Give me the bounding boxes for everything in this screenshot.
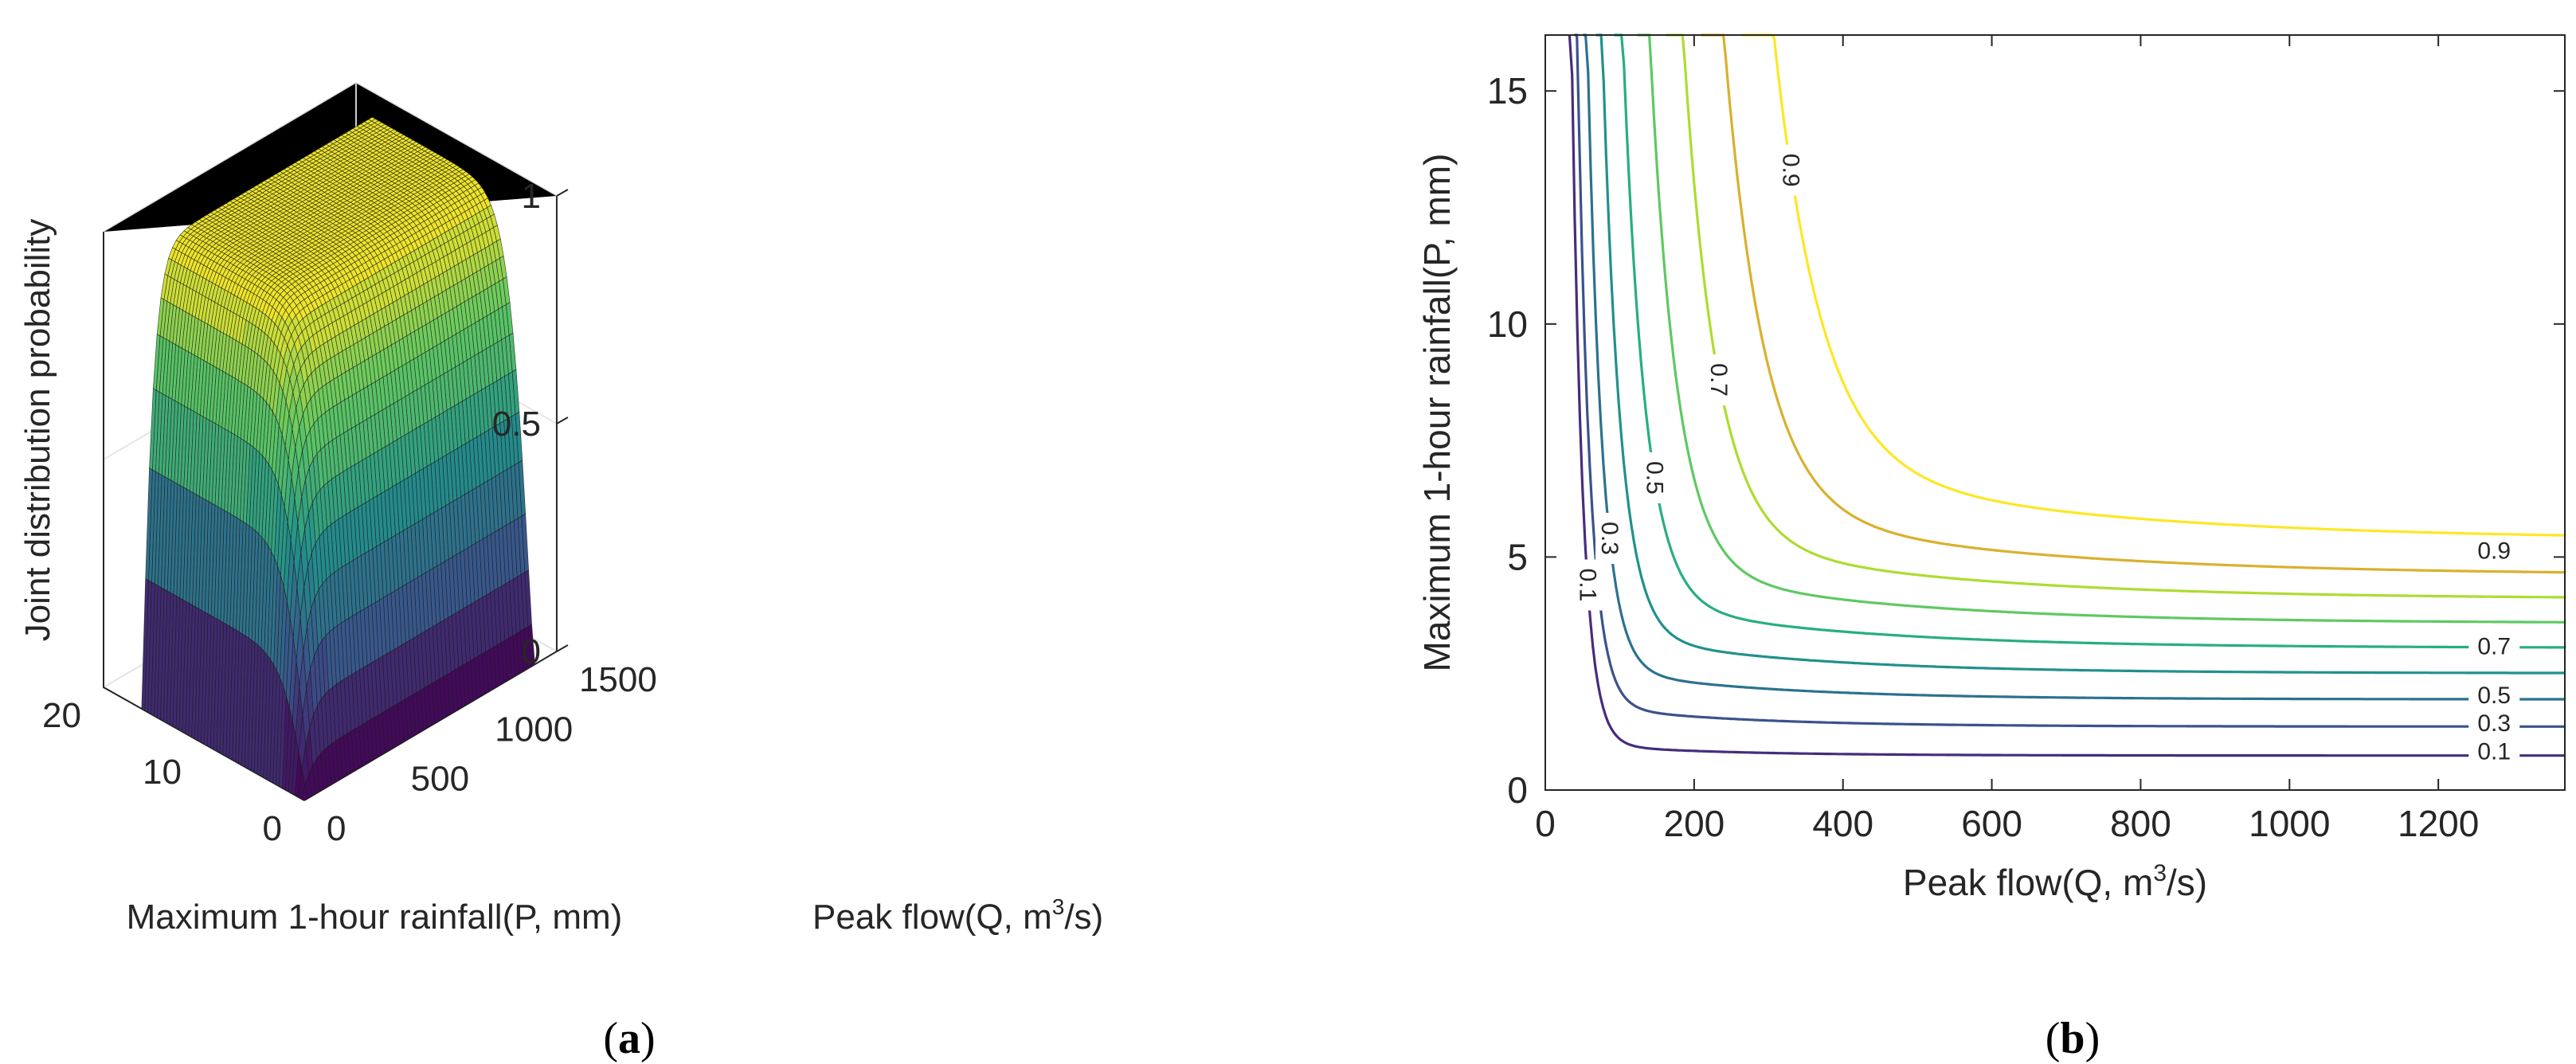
contour-line — [1741, 33, 2566, 537]
contour-label-bg — [2468, 736, 2520, 765]
contour-lines — [1568, 33, 2566, 757]
y-axis-label-sup: 3 — [1052, 894, 1065, 919]
contour-x-axis-label-main: Peak flow(Q, m — [1903, 862, 2153, 903]
x-tick-label: 0 — [263, 809, 282, 848]
z-tick-label: 0 — [521, 632, 540, 671]
contour-y-tick-label: 5 — [1507, 536, 1528, 577]
contour-line — [1568, 34, 2565, 757]
joint-probability-surface — [141, 116, 535, 801]
x-axis-label: Maximum 1-hour rainfall(P, mm) — [127, 898, 623, 937]
contour-y-tick-label: 10 — [1487, 303, 1528, 345]
contour-line — [1595, 33, 2566, 675]
z-axis-label: Joint distribution probability — [18, 219, 57, 642]
contour-label-bg — [2468, 680, 2520, 710]
contour-x-tick-label: 1200 — [2398, 803, 2479, 844]
panel-label-b-close: ) — [2085, 1014, 2100, 1063]
panel-label-a-open: ( — [603, 1014, 618, 1063]
contour-label: 0.3 — [2477, 710, 2511, 737]
contour-line — [1701, 33, 2566, 574]
contour-x-axis-label: Peak flow(Q, m3/s) — [1903, 860, 2207, 903]
panel-label-b: (b) — [2046, 1014, 2100, 1063]
contour-line — [1583, 33, 2565, 701]
contour-label-bg — [1776, 144, 1806, 196]
surface-patch — [300, 784, 309, 801]
panel-label-a: (a) — [603, 1014, 655, 1063]
contour-line — [1666, 33, 2566, 599]
contour-label: 0.7 — [1705, 363, 1732, 397]
contour-x-tick-label: 800 — [2110, 803, 2171, 844]
contour-label: 0.5 — [2477, 683, 2511, 709]
contour-plot-area — [1545, 35, 2565, 790]
contour-y-tick-label: 0 — [1507, 769, 1528, 811]
y-tick-label: 1500 — [579, 660, 657, 699]
x-tick-label: 20 — [42, 696, 81, 735]
y-axis-label: Peak flow(Q, m3/s) — [812, 894, 1103, 937]
contour-label: 0.9 — [2477, 538, 2511, 565]
contour-y-axis-label: Maximum 1-hour rainfall(P, mm) — [1416, 154, 1458, 672]
contour-line — [1637, 33, 2566, 624]
panel-label-a-letter: a — [618, 1014, 640, 1063]
panel-label-b-letter: b — [2060, 1014, 2085, 1063]
contour-x-tick-label: 200 — [1663, 803, 1725, 844]
contour-label-bg — [2468, 708, 2520, 737]
y-axis-label-tail: /s) — [1064, 898, 1103, 937]
contour-axes-box — [1544, 34, 2566, 791]
z-tick — [556, 189, 569, 197]
contour-label-bg — [2468, 535, 2520, 565]
contour-label-bg — [1705, 354, 1734, 406]
x-tick-label: 10 — [143, 753, 182, 792]
z-tick-label: 1 — [521, 177, 540, 216]
contour-line — [1574, 33, 2565, 728]
contour-label: 0.9 — [1778, 154, 1804, 187]
y-axis-label-main: Peak flow(Q, m — [812, 898, 1052, 937]
contour-label: 0.5 — [1641, 461, 1667, 495]
panel-label-b-open: ( — [2046, 1014, 2061, 1063]
y-tick-label: 1000 — [495, 710, 573, 749]
z-tick — [556, 417, 569, 424]
y-tick-label: 500 — [411, 760, 469, 799]
contour-label: 0.7 — [2477, 634, 2511, 660]
contour-label: 0.1 — [2477, 738, 2511, 765]
contour-x-tick-label: 0 — [1535, 803, 1556, 844]
contour-label-bg — [1595, 513, 1625, 564]
contour-label-bg — [1573, 559, 1603, 611]
z-tick-label: 0.5 — [492, 405, 541, 444]
contour-labels: 0.10.30.50.70.90.10.30.50.70.9 — [1573, 144, 2520, 765]
contour-x-axis-label-sup: 3 — [2153, 860, 2167, 886]
contour-chart-panel: 0.10.30.50.70.90.10.30.50.70.9 0 200 400 60… — [1416, 33, 2566, 1063]
contour-x-tick-label: 400 — [1812, 803, 1873, 844]
contour-label: 0.1 — [1574, 569, 1600, 602]
contour-label-bg — [1640, 452, 1670, 503]
y-tick-label: 0 — [327, 809, 346, 848]
panel-label-a-close: ) — [640, 1014, 656, 1063]
contour-label-bg — [2468, 631, 2520, 660]
contour-line — [1614, 33, 2566, 649]
z-tick — [556, 644, 569, 652]
contour-x-tick-label: 600 — [1961, 803, 2022, 844]
contour-axis-ticks: 0 200 400 600 800 1000 1200 0 5 10 15 — [1487, 35, 2565, 844]
contour-y-tick-label: 15 — [1487, 70, 1528, 111]
contour-x-axis-label-tail: /s) — [2167, 862, 2207, 903]
contour-x-tick-label: 1000 — [2249, 803, 2330, 844]
contour-label: 0.3 — [1596, 522, 1623, 555]
